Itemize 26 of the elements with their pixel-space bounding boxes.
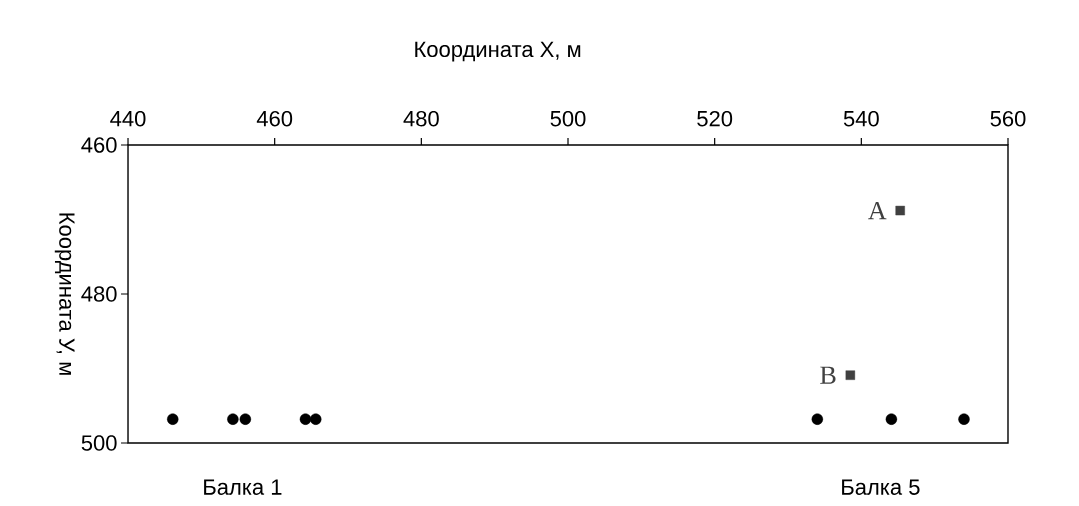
annotation: A (868, 201, 887, 220)
x-tick-label: 460 (256, 110, 293, 127)
x-axis-title: Координата X, м (415, 41, 581, 62)
point (958, 413, 970, 425)
point (895, 205, 905, 216)
point (885, 413, 898, 425)
x-tick-label: 540 (843, 110, 879, 127)
y-tick-label: 460 (81, 137, 117, 153)
x-tick-label: 560 (990, 110, 1026, 127)
x-tick-label: 500 (550, 110, 586, 127)
point (811, 413, 824, 425)
y-tick-label: 500 (81, 435, 117, 451)
x-tick-label: 480 (403, 110, 439, 127)
point (310, 413, 322, 425)
point (845, 370, 856, 380)
text: Балка 5 (842, 479, 920, 495)
y-axis-title: Координата У, м (54, 213, 75, 375)
point (299, 413, 312, 425)
text: Балка 1 (204, 479, 282, 495)
y-tick-label: 480 (81, 286, 117, 302)
point (167, 413, 179, 425)
x-tick-label: 440 (110, 110, 146, 127)
point (227, 413, 239, 425)
point (239, 413, 252, 425)
annotation: B (820, 366, 836, 384)
x-tick-label: 520 (697, 110, 733, 127)
